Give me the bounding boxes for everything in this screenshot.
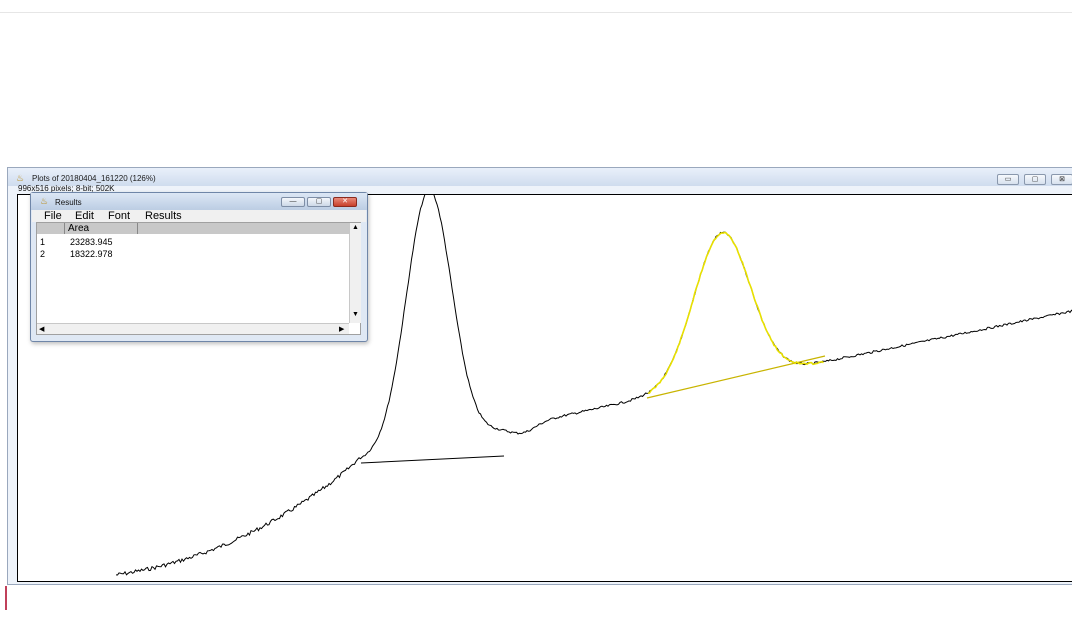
menu-font[interactable]: Font — [108, 210, 131, 222]
results-window[interactable]: ♨ Results — ▢ ✕ File Edit Font Results A… — [30, 192, 368, 342]
peak-2-selection-outline — [647, 231, 824, 395]
scroll-down-arrow-icon[interactable]: ▼ — [352, 311, 359, 318]
results-window-titlebar[interactable]: ♨ Results — ▢ ✕ — [31, 193, 367, 210]
row-number-header — [37, 223, 65, 234]
profile-plot-svg[interactable] — [18, 195, 1072, 583]
results-table[interactable]: Area 1 23283.945 2 18322.978 ▲ ▼ ◀ ▶ — [36, 222, 361, 335]
intensity-profile-line — [115, 195, 1072, 576]
table-header-row: Area — [37, 223, 349, 234]
close-button[interactable]: ⊠ — [1051, 174, 1072, 185]
image-info-label: 996x516 pixels; 8-bit; 502K — [18, 184, 115, 193]
scroll-right-arrow-icon[interactable]: ▶ — [339, 326, 345, 333]
peak-1-baseline — [360, 455, 505, 464]
top-separator-line — [0, 12, 1072, 13]
plot-window-titlebar[interactable]: ♨ Plots of 20180404_161220 (126%) ▭ ▢ ⊠ — [8, 168, 1072, 186]
plot-window-title: Plots of 20180404_161220 (126%) — [32, 174, 156, 183]
menu-results[interactable]: Results — [145, 210, 182, 222]
vertical-scrollbar[interactable]: ▲ ▼ — [349, 223, 361, 323]
results-maximize-button[interactable]: ▢ — [307, 197, 331, 207]
minimize-button[interactable]: ▭ — [997, 174, 1019, 185]
results-close-button[interactable]: ✕ — [333, 197, 357, 207]
menu-edit[interactable]: Edit — [75, 210, 94, 222]
results-window-title: Results — [55, 198, 82, 207]
menu-file[interactable]: File — [44, 210, 62, 222]
left-edge-accent — [5, 586, 7, 610]
table-cell-area[interactable]: 18322.978 — [70, 249, 113, 259]
table-row-index: 1 — [40, 237, 46, 247]
imagej-microscope-icon: ♨ — [40, 196, 49, 206]
results-minimize-button[interactable]: — — [281, 197, 305, 207]
column-header-area[interactable]: Area — [66, 223, 138, 234]
imagej-microscope-icon: ♨ — [16, 173, 25, 183]
results-menubar: File Edit Font Results — [32, 210, 366, 222]
maximize-button[interactable]: ▢ — [1024, 174, 1046, 185]
scroll-left-arrow-icon[interactable]: ◀ — [39, 326, 45, 333]
scroll-up-arrow-icon[interactable]: ▲ — [352, 224, 359, 231]
horizontal-scrollbar[interactable]: ◀ ▶ — [37, 323, 349, 334]
table-cell-area[interactable]: 23283.945 — [70, 237, 113, 247]
table-row-index: 2 — [40, 249, 46, 259]
